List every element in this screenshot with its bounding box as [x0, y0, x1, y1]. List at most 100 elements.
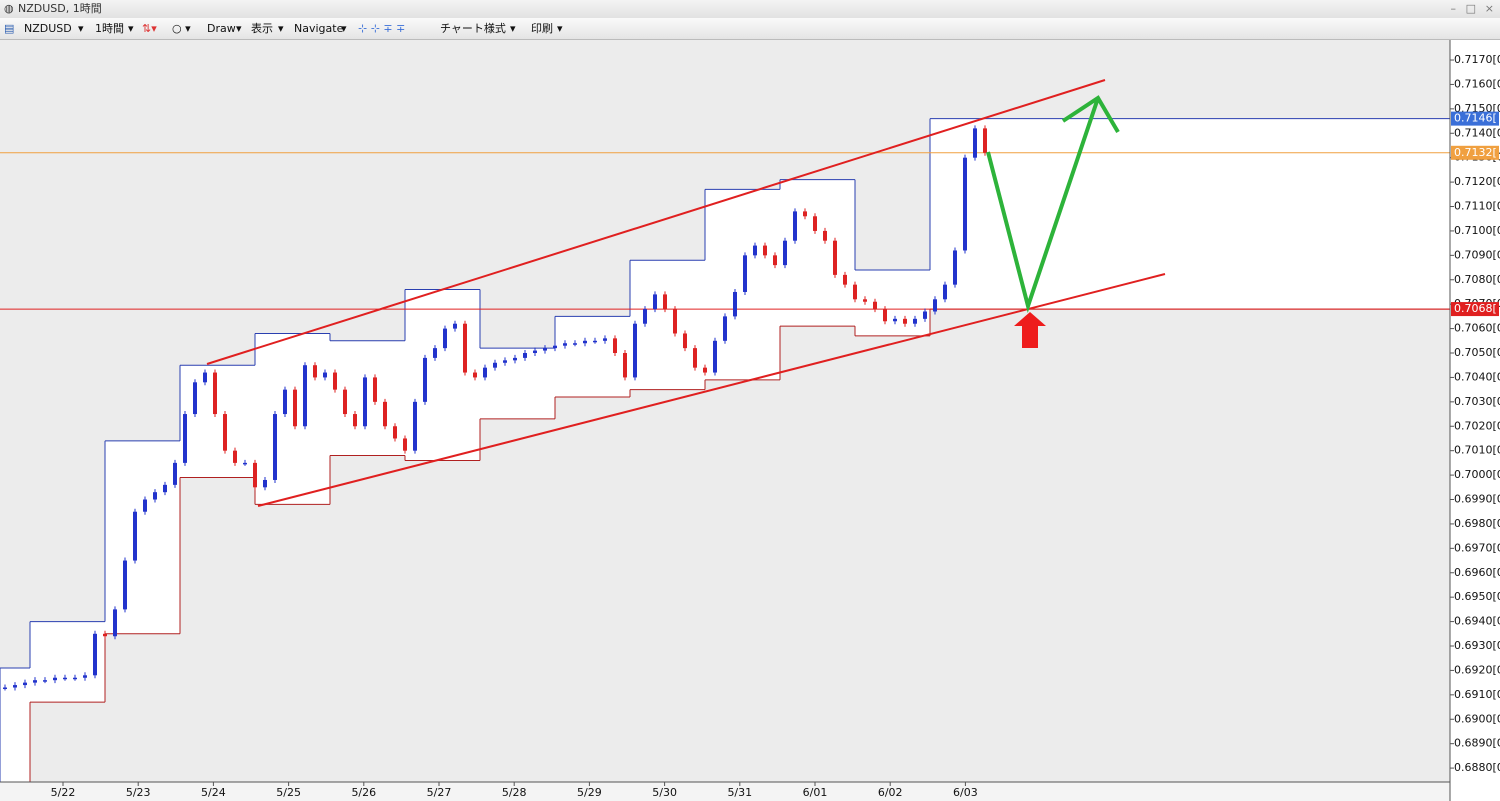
candle: [913, 318, 917, 324]
maximize[interactable]: □: [1465, 2, 1476, 15]
y-tick-label: 0.7100[0: [1454, 224, 1500, 237]
y-tick-label: 0.7040[0: [1454, 370, 1500, 383]
channel-fill: [780, 179, 855, 327]
candle: [53, 677, 57, 681]
candle: [23, 682, 27, 686]
y-tick-label: 0.7170[0: [1454, 53, 1500, 66]
candle: [433, 348, 437, 358]
candle: [153, 492, 157, 500]
y-tick-label: 0.7030[0: [1454, 395, 1500, 408]
y-tick-label: 0.7140[0: [1454, 126, 1500, 139]
close[interactable]: ×: [1484, 2, 1494, 15]
candle: [953, 250, 957, 285]
candle: [633, 323, 637, 378]
y-tick-label: 0.6960[0: [1454, 566, 1500, 579]
dropdown[interactable]: ▾: [341, 22, 347, 35]
minimize[interactable]: –: [1450, 2, 1457, 15]
candle: [493, 362, 497, 368]
candle: [193, 382, 197, 415]
candle: [843, 274, 847, 285]
window-title: NZDUSD, 1時間: [18, 2, 102, 15]
candle: [393, 426, 397, 439]
candle: [833, 240, 837, 275]
toolbar: ▤ NZDUSD ▾ 1時間 ▾ ⇅▾ ○ ▾ Draw ▾ 表示 ▾ Navi…: [0, 18, 1500, 40]
candle: [573, 343, 577, 345]
x-tick-label: 6/02: [878, 786, 903, 799]
timeframe-select[interactable]: 1時間: [95, 22, 124, 35]
candle: [103, 633, 107, 637]
candle: [253, 462, 257, 488]
candle: [283, 389, 287, 415]
candle: [123, 560, 127, 610]
candle: [773, 255, 777, 266]
candle: [223, 414, 227, 451]
forecast-arrow: [986, 97, 1100, 314]
y-tick-label: 0.6890[0: [1454, 737, 1500, 750]
candle: [453, 323, 457, 329]
price-marker-label: 0.7132[: [1454, 146, 1497, 159]
candle: [513, 357, 517, 361]
dropdown[interactable]: ▾: [128, 22, 134, 35]
candle: [303, 365, 307, 427]
dropdown[interactable]: ▾: [557, 22, 563, 35]
y-tick-label: 0.6990[0: [1454, 493, 1500, 506]
shape-button[interactable]: ○ ▾: [172, 22, 191, 35]
channel-fill: [555, 316, 630, 397]
trend-line-upper: [206, 79, 1106, 365]
candle: [293, 389, 297, 427]
dropdown[interactable]: ▾: [510, 22, 516, 35]
draw-menu[interactable]: Draw: [207, 22, 236, 35]
candle: [323, 372, 327, 378]
y-tick-label: 0.6980[0: [1454, 517, 1500, 530]
navigate-menu[interactable]: Navigate: [294, 22, 344, 35]
channel-fill: [255, 333, 330, 505]
candle: [133, 511, 137, 561]
app-icon: ◍: [4, 2, 14, 15]
y-tick-label: 0.7120[0: [1454, 175, 1500, 188]
candle: [553, 345, 557, 349]
zoom-buttons[interactable]: ⊹ ⊹ ∓ ∓: [358, 22, 406, 35]
candle: [803, 211, 807, 217]
candle: [753, 245, 757, 256]
candle: [873, 301, 877, 310]
candle: [663, 294, 667, 310]
mark-group: [0, 118, 1450, 782]
candle-icon[interactable]: ⇅▾: [142, 22, 157, 35]
symbol-select[interactable]: NZDUSD: [24, 22, 72, 35]
view-menu[interactable]: 表示: [251, 22, 273, 35]
candle: [183, 414, 187, 463]
forecast-arrowhead: [1061, 95, 1120, 134]
candle: [413, 401, 417, 451]
candle: [13, 685, 17, 688]
candle: [793, 211, 797, 241]
dropdown[interactable]: ▾: [278, 22, 284, 35]
candle: [473, 372, 477, 378]
channel-fill: [855, 269, 930, 336]
time-axis-background: [0, 782, 1450, 801]
candle: [643, 309, 647, 324]
candle: [243, 462, 247, 465]
candle: [903, 318, 907, 324]
candle: [423, 357, 427, 402]
candle: [343, 389, 347, 415]
candle: [373, 377, 377, 402]
dropdown[interactable]: ▾: [78, 22, 84, 35]
price-axis-background: [1450, 40, 1500, 801]
channel-fill: [705, 189, 780, 380]
y-tick-label: 0.6900[0: [1454, 712, 1500, 725]
candle: [273, 414, 277, 480]
candle: [653, 294, 657, 310]
candle: [203, 372, 207, 383]
dropdown[interactable]: ▾: [236, 22, 242, 35]
candle: [723, 316, 727, 341]
x-tick-label: 6/01: [803, 786, 828, 799]
channel-fill: [930, 118, 1450, 310]
candle: [733, 291, 737, 317]
buy-arrow: [1014, 312, 1046, 348]
candle: [113, 609, 117, 637]
print-menu[interactable]: 印刷: [531, 22, 553, 35]
candle: [43, 680, 47, 682]
chart-style-menu[interactable]: チャート様式: [440, 22, 506, 35]
y-tick-label: 0.7110[0: [1454, 200, 1500, 213]
y-tick-label: 0.6910[0: [1454, 688, 1500, 701]
